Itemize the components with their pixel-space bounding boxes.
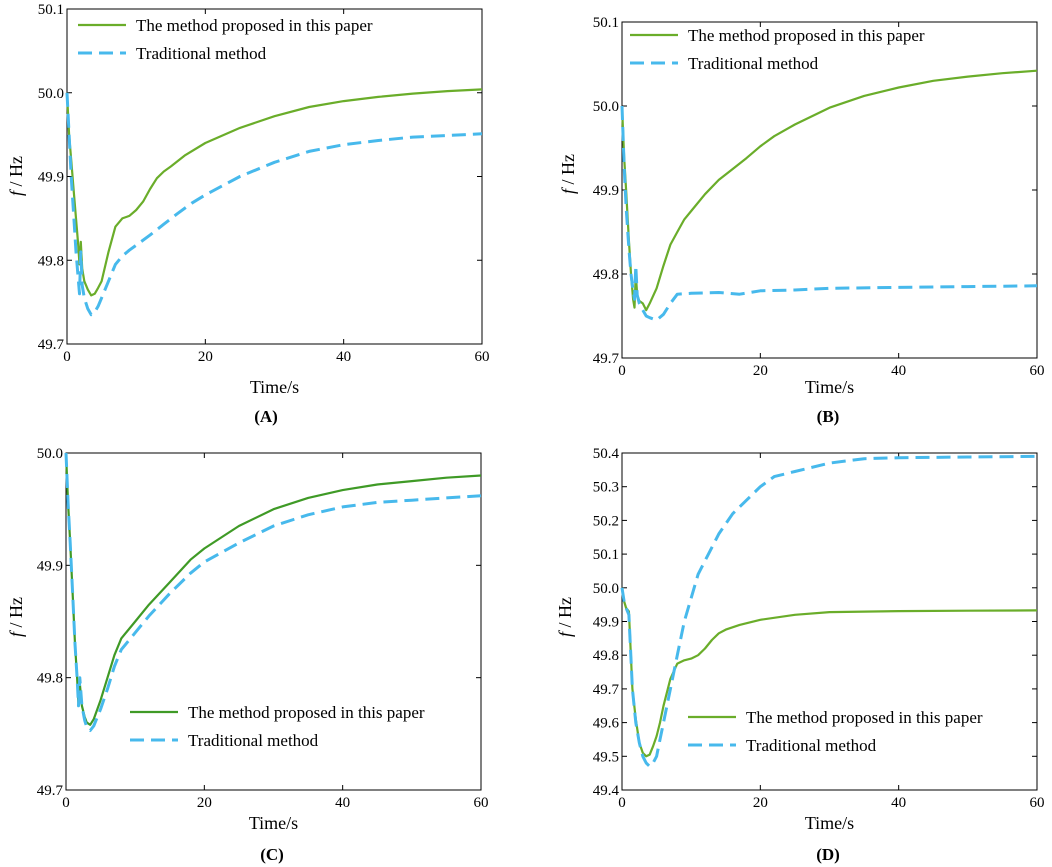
chart-d-ylabel-unit: / Hz [555,597,575,632]
chart-d-ylabel-f: f [555,629,575,637]
chart-b-ytick-label: 50.1 [593,15,619,31]
chart-d-ytick-label: 49.5 [593,749,619,765]
chart-d-panel-label: (D) [816,845,840,864]
chart-c-ytick-label: 49.8 [37,671,63,687]
chart-a-legend-label-proposed: The method proposed in this paper [136,16,373,35]
chart-d-xtick-label: 0 [618,795,626,811]
chart-panel-b: 0 20 40 60 49.7 49.8 49.9 50.0 50.1 The method p… [0,0,1052,433]
chart-panel-a: 0 20 40 60 49.7 49.8 49.9 50.0 50.1 The method p… [0,0,526,433]
chart-a-svg: 0 20 40 60 49.7 49.8 49.9 50.0 50.1 The method p… [6,2,490,426]
chart-c-ylabel-unit: / Hz [6,597,26,632]
chart-c-panel-label: (C) [260,845,284,864]
chart-d-ytick-label: 50.0 [593,581,619,597]
chart-a-ytick-label: 50.0 [38,86,64,102]
chart-b-ytick-label: 49.9 [593,183,619,199]
chart-c-axes: 0 20 40 60 49.7 49.8 49.9 50.0 [37,446,489,811]
chart-c-ylabel: f / Hz [6,597,26,637]
chart-c-ytick-label: 50.0 [37,446,63,462]
chart-b-series-traditional-line [620,105,1038,322]
chart-d-ytick-label: 50.2 [593,513,619,529]
chart-a-series [65,88,483,317]
chart-a-xtick-label: 40 [336,349,351,365]
chart-a-xlabel: Time/s [250,377,299,397]
chart-b-xtick-label: 20 [753,363,768,379]
chart-d-series-traditional-line [620,454,1038,768]
chart-b-ytick-label: 49.8 [593,267,619,283]
chart-a-xtick-label: 20 [198,349,213,365]
chart-b-xtick-label: 60 [1030,363,1045,379]
chart-a-ylabel: f / Hz [6,156,26,196]
chart-d-xtick-label: 20 [753,795,768,811]
chart-a-ytick-label: 50.1 [38,2,64,18]
chart-b-ylabel: f / Hz [558,154,578,194]
chart-b-legend: The method proposed in this paper Traditi… [630,26,925,73]
chart-d-xtick-label: 60 [1030,795,1045,811]
chart-d-ytick-label: 49.6 [593,716,620,732]
chart-b-axes: 0 20 40 60 49.7 49.8 49.9 50.0 50.1 [593,15,1045,379]
chart-a-xtick-label: 60 [475,349,490,365]
chart-d-ytick-label: 50.1 [593,547,619,563]
chart-d-xtick-label: 40 [891,795,906,811]
chart-a-axes: 0 20 40 60 49.7 49.8 49.9 50.0 50.1 [38,2,490,365]
chart-c-xtick-label: 0 [62,795,70,811]
chart-b-legend-label-traditional: Traditional method [688,54,819,73]
chart-a-series-proposed-line [65,88,483,297]
chart-a-ylabel-f: f [6,188,26,196]
chart-b-series-proposed-line [620,69,1038,312]
chart-d-ytick-label: 49.7 [593,682,620,698]
chart-d-legend: The method proposed in this paper Traditi… [688,708,983,755]
chart-c-xlabel: Time/s [249,813,298,833]
chart-d-ytick-label: 49.4 [593,783,620,799]
chart-b-xtick-label: 0 [618,363,626,379]
chart-b-ylabel-unit: / Hz [558,154,578,189]
chart-d-ytick-label: 50.3 [593,480,619,496]
chart-b-legend-label-proposed: The method proposed in this paper [688,26,925,45]
chart-b-ytick-label: 50.0 [593,99,619,115]
chart-c-xtick-label: 20 [197,795,212,811]
chart-c-legend-label-proposed: The method proposed in this paper [188,703,425,722]
chart-a-legend: The method proposed in this paper Traditi… [78,16,373,63]
chart-a-ytick-label: 49.8 [38,253,64,269]
chart-a-series-traditional-line [65,92,483,317]
chart-d-axes: 0 20 40 60 49.4 49.5 49.6 49.7 49.8 49.9 50.0 50.1 5… [593,446,1045,811]
chart-b-svg: 0 20 40 60 49.7 49.8 49.9 50.0 50.1 The method p… [558,15,1045,426]
chart-c-frame [65,452,482,791]
chart-d-legend-label-proposed: The method proposed in this paper [746,708,983,727]
chart-c-xtick-label: 40 [335,795,350,811]
chart-c-ylabel-f: f [6,629,26,637]
chart-panel-c: 0 20 40 60 49.7 49.8 49.9 50.0 The method propo… [6,446,489,864]
chart-a-legend-label-traditional: Traditional method [136,44,267,63]
chart-d-series-proposed-line [620,587,1038,758]
chart-b-ytick-label: 49.7 [593,351,620,367]
chart-c-ytick-label: 49.7 [37,783,64,799]
chart-a-xtick-label: 0 [63,349,71,365]
chart-d-ytick-label: 49.8 [593,648,619,664]
chart-c-xtick-label: 60 [474,795,489,811]
chart-d-ytick-label: 50.4 [593,446,620,462]
chart-b-ylabel-f: f [558,186,578,194]
chart-c-series-traditional-line [64,452,482,732]
chart-a-panel-label: (A) [254,407,278,426]
chart-c-ytick-label: 49.9 [37,558,63,574]
chart-c-legend-label-traditional: Traditional method [188,731,319,750]
chart-b-panel-label: (B) [817,407,840,426]
chart-c-svg: 0 20 40 60 49.7 49.8 49.9 50.0 The method propo… [6,446,489,864]
chart-c-legend: The method proposed in this paper Traditi… [130,703,425,750]
chart-a-ytick-label: 49.7 [38,337,65,353]
chart-d-series [620,454,1038,768]
chart-b-xlabel: Time/s [805,377,854,397]
chart-a-ylabel-unit: / Hz [6,156,26,191]
chart-d-xlabel: Time/s [805,813,854,833]
chart-d-ylabel: f / Hz [555,597,575,637]
chart-b-xtick-label: 40 [891,363,906,379]
chart-a-ytick-label: 49.9 [38,170,64,186]
chart-d-ytick-label: 49.9 [593,615,619,631]
chart-c-series [64,452,482,732]
chart-d-legend-label-traditional: Traditional method [746,736,877,755]
chart-b-series [620,69,1038,322]
